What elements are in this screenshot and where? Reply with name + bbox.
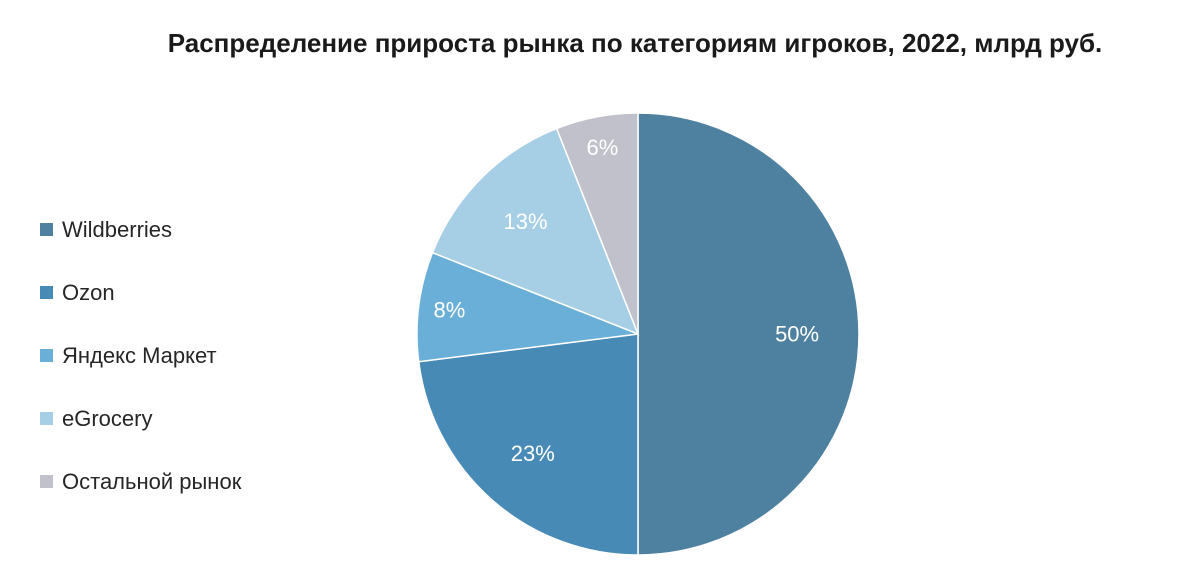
chart-legend: Wildberries Ozon Яндекс Маркет eGrocery …: [40, 198, 241, 513]
pie-slice-1: [417, 333, 639, 556]
legend-item-wildberries: Wildberries: [40, 198, 241, 261]
legend-item-egrocery: eGrocery: [40, 387, 241, 450]
slice-data-label: 23%: [511, 441, 555, 466]
legend-item-ozon: Ozon: [40, 261, 241, 324]
legend-swatch: [40, 412, 53, 425]
legend-label: Яндекс Маркет: [62, 342, 217, 368]
legend-item-other-market: Остальной рынок: [40, 450, 241, 513]
pie-slice-3: [431, 127, 640, 336]
slice-data-label: 8%: [434, 298, 466, 323]
slice-data-label: 6%: [587, 135, 619, 160]
legend-label: Ozon: [62, 279, 115, 305]
legend-label: Wildberries: [62, 216, 173, 242]
pie-slice-4: [555, 112, 639, 335]
pie-slice-0: [637, 112, 860, 556]
slice-data-label: 50%: [775, 322, 819, 347]
legend-item-yandex-market: Яндекс Маркет: [40, 324, 241, 387]
slice-data-label: 13%: [503, 209, 547, 234]
legend-label: eGrocery: [62, 405, 153, 431]
legend-swatch: [40, 286, 53, 299]
pie-slice-2: [416, 251, 639, 363]
legend-swatch: [40, 349, 53, 362]
chart-title: Распределение прироста рынка по категори…: [167, 28, 1103, 58]
legend-label: Остальной рынок: [62, 468, 242, 494]
legend-swatch: [40, 475, 53, 488]
legend-swatch: [40, 223, 53, 236]
